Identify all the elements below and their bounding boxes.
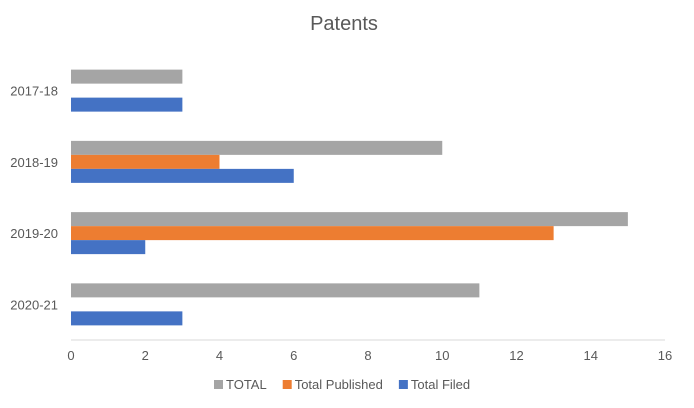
category-label: 2018-19 bbox=[10, 155, 58, 170]
bar-total-filed-2018-19 bbox=[71, 168, 294, 183]
bar-total-2017-18 bbox=[71, 69, 183, 84]
legend-swatch bbox=[214, 380, 223, 389]
legend: TOTAL Total Published Total Filed bbox=[214, 377, 470, 392]
x-tick-label: 4 bbox=[216, 348, 223, 363]
bar-total-filed-2020-21 bbox=[71, 311, 183, 326]
x-tick-label: 16 bbox=[658, 348, 672, 363]
category-label: 2020-21 bbox=[10, 297, 58, 312]
category-labels: 2017-18 2018-19 2019-20 2020-21 bbox=[10, 84, 58, 313]
x-tick-label: 8 bbox=[364, 348, 371, 363]
bar-total-filed-2017-18 bbox=[71, 97, 183, 112]
category-label: 2017-18 bbox=[10, 84, 58, 99]
x-tick-label: 14 bbox=[584, 348, 598, 363]
chart-title: Patents bbox=[310, 13, 378, 35]
legend-label: Total Filed bbox=[411, 377, 470, 392]
x-tick-label: 6 bbox=[290, 348, 297, 363]
x-tick-labels: 0 2 4 6 8 10 12 14 16 bbox=[67, 348, 672, 363]
bar-total-published-2018-19 bbox=[71, 154, 220, 169]
x-tick-label: 0 bbox=[67, 348, 74, 363]
bars bbox=[71, 69, 628, 326]
legend-label: TOTAL bbox=[226, 377, 267, 392]
x-tick-label: 2 bbox=[142, 348, 149, 363]
legend-swatch bbox=[282, 380, 292, 389]
bar-total-2019-20 bbox=[71, 212, 628, 227]
legend-label: Total Published bbox=[295, 377, 383, 392]
bar-total-2018-19 bbox=[71, 140, 443, 155]
category-label: 2019-20 bbox=[10, 226, 58, 241]
bar-total-published-2019-20 bbox=[71, 226, 554, 241]
legend-swatch bbox=[398, 380, 408, 389]
bar-total-2020-21 bbox=[71, 283, 480, 298]
x-tick-label: 12 bbox=[509, 348, 523, 363]
x-tick-label: 10 bbox=[435, 348, 449, 363]
bar-total-filed-2019-20 bbox=[71, 240, 146, 255]
